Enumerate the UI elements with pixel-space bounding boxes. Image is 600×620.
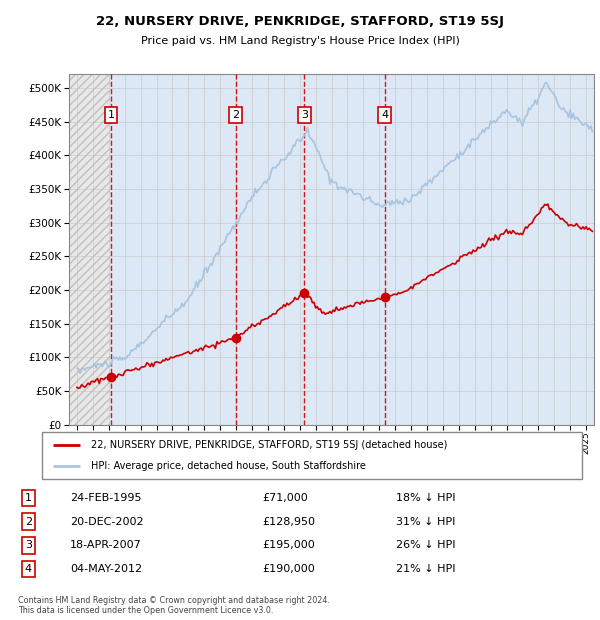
Bar bbox=[69, 74, 110, 425]
Text: 31% ↓ HPI: 31% ↓ HPI bbox=[396, 516, 455, 526]
Text: Price paid vs. HM Land Registry's House Price Index (HPI): Price paid vs. HM Land Registry's House … bbox=[140, 36, 460, 46]
Text: 26% ↓ HPI: 26% ↓ HPI bbox=[396, 541, 455, 551]
Text: 2: 2 bbox=[25, 516, 32, 526]
Text: £128,950: £128,950 bbox=[262, 516, 315, 526]
Text: 1: 1 bbox=[25, 493, 32, 503]
Text: 22, NURSERY DRIVE, PENKRIDGE, STAFFORD, ST19 5SJ: 22, NURSERY DRIVE, PENKRIDGE, STAFFORD, … bbox=[96, 16, 504, 29]
Text: 18% ↓ HPI: 18% ↓ HPI bbox=[396, 493, 455, 503]
Text: 4: 4 bbox=[381, 110, 388, 120]
Text: 1: 1 bbox=[107, 110, 115, 120]
Text: 04-MAY-2012: 04-MAY-2012 bbox=[70, 564, 142, 574]
Bar bbox=[110, 74, 594, 425]
Text: 2: 2 bbox=[232, 110, 239, 120]
Text: 22, NURSERY DRIVE, PENKRIDGE, STAFFORD, ST19 5SJ (detached house): 22, NURSERY DRIVE, PENKRIDGE, STAFFORD, … bbox=[91, 440, 447, 450]
Text: 3: 3 bbox=[301, 110, 308, 120]
Text: 3: 3 bbox=[25, 541, 32, 551]
FancyBboxPatch shape bbox=[42, 432, 582, 479]
Text: £190,000: £190,000 bbox=[262, 564, 315, 574]
Text: HPI: Average price, detached house, South Staffordshire: HPI: Average price, detached house, Sout… bbox=[91, 461, 365, 471]
Text: £195,000: £195,000 bbox=[262, 541, 315, 551]
Text: 18-APR-2007: 18-APR-2007 bbox=[70, 541, 142, 551]
Text: 4: 4 bbox=[25, 564, 32, 574]
Text: Contains HM Land Registry data © Crown copyright and database right 2024.
This d: Contains HM Land Registry data © Crown c… bbox=[18, 596, 330, 615]
Text: 20-DEC-2002: 20-DEC-2002 bbox=[70, 516, 144, 526]
Text: £71,000: £71,000 bbox=[262, 493, 308, 503]
Text: 24-FEB-1995: 24-FEB-1995 bbox=[70, 493, 142, 503]
Bar bbox=[69, 74, 110, 425]
Text: 21% ↓ HPI: 21% ↓ HPI bbox=[396, 564, 455, 574]
